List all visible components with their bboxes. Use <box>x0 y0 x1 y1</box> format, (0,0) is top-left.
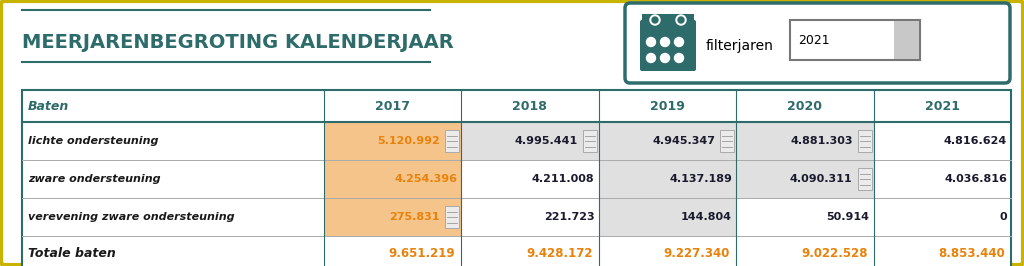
Text: 4.995.441: 4.995.441 <box>514 136 578 146</box>
Text: filterjaren: filterjaren <box>706 39 774 53</box>
Text: Baten: Baten <box>28 99 70 113</box>
Circle shape <box>652 17 658 23</box>
Text: 4.137.189: 4.137.189 <box>669 174 732 184</box>
Text: 4.254.396: 4.254.396 <box>394 174 457 184</box>
Bar <box>599 160 736 198</box>
Circle shape <box>660 38 670 47</box>
Bar <box>461 122 599 160</box>
FancyBboxPatch shape <box>640 20 696 71</box>
Bar <box>445 206 459 228</box>
Bar <box>857 130 871 152</box>
Text: 2020: 2020 <box>787 99 822 113</box>
Text: 9.428.172: 9.428.172 <box>526 247 593 260</box>
Text: MEERJARENBEGROTING KALENDERJAAR: MEERJARENBEGROTING KALENDERJAAR <box>22 32 454 52</box>
Circle shape <box>675 38 683 47</box>
Text: 9.651.219: 9.651.219 <box>388 247 455 260</box>
Text: 50.914: 50.914 <box>826 212 869 222</box>
Bar <box>583 130 597 152</box>
Text: 4.945.347: 4.945.347 <box>652 136 715 146</box>
Text: verevening zware ondersteuning: verevening zware ondersteuning <box>28 212 234 222</box>
Bar <box>894 21 919 59</box>
Text: 2018: 2018 <box>512 99 547 113</box>
Text: 9.022.528: 9.022.528 <box>801 247 867 260</box>
Bar <box>642 14 694 28</box>
Bar <box>720 130 734 152</box>
Text: 144.804: 144.804 <box>681 212 732 222</box>
Bar <box>22 90 1011 266</box>
Circle shape <box>675 53 683 63</box>
Text: 275.831: 275.831 <box>389 212 440 222</box>
Bar <box>445 130 459 152</box>
Bar <box>599 198 736 236</box>
Text: 8.853.440: 8.853.440 <box>938 247 1005 260</box>
Text: 4.881.303: 4.881.303 <box>791 136 853 146</box>
FancyBboxPatch shape <box>625 3 1010 83</box>
Text: lichte ondersteuning: lichte ondersteuning <box>28 136 159 146</box>
Bar <box>790 20 920 60</box>
Circle shape <box>646 38 655 47</box>
Bar <box>324 198 461 236</box>
Text: 2021: 2021 <box>798 34 829 47</box>
Text: 4.090.311: 4.090.311 <box>790 174 853 184</box>
Text: ▼: ▼ <box>902 35 910 45</box>
Text: 2019: 2019 <box>650 99 685 113</box>
Text: 9.227.340: 9.227.340 <box>664 247 730 260</box>
Text: 4.036.816: 4.036.816 <box>944 174 1007 184</box>
Circle shape <box>676 15 686 25</box>
Bar <box>599 122 736 160</box>
Text: Totale baten: Totale baten <box>28 247 116 260</box>
Text: 5.120.992: 5.120.992 <box>378 136 440 146</box>
Text: 2017: 2017 <box>375 99 410 113</box>
Circle shape <box>660 53 670 63</box>
Text: 4.211.008: 4.211.008 <box>531 174 595 184</box>
Text: zware ondersteuning: zware ondersteuning <box>28 174 161 184</box>
Bar <box>857 168 871 190</box>
Circle shape <box>650 15 660 25</box>
Text: 4.816.624: 4.816.624 <box>944 136 1007 146</box>
Circle shape <box>678 17 684 23</box>
Text: 0: 0 <box>999 212 1007 222</box>
Text: 2021: 2021 <box>925 99 959 113</box>
Circle shape <box>646 53 655 63</box>
Bar <box>324 122 461 160</box>
Bar <box>736 122 873 160</box>
Bar <box>324 160 461 198</box>
Text: 221.723: 221.723 <box>544 212 595 222</box>
Bar <box>736 160 873 198</box>
